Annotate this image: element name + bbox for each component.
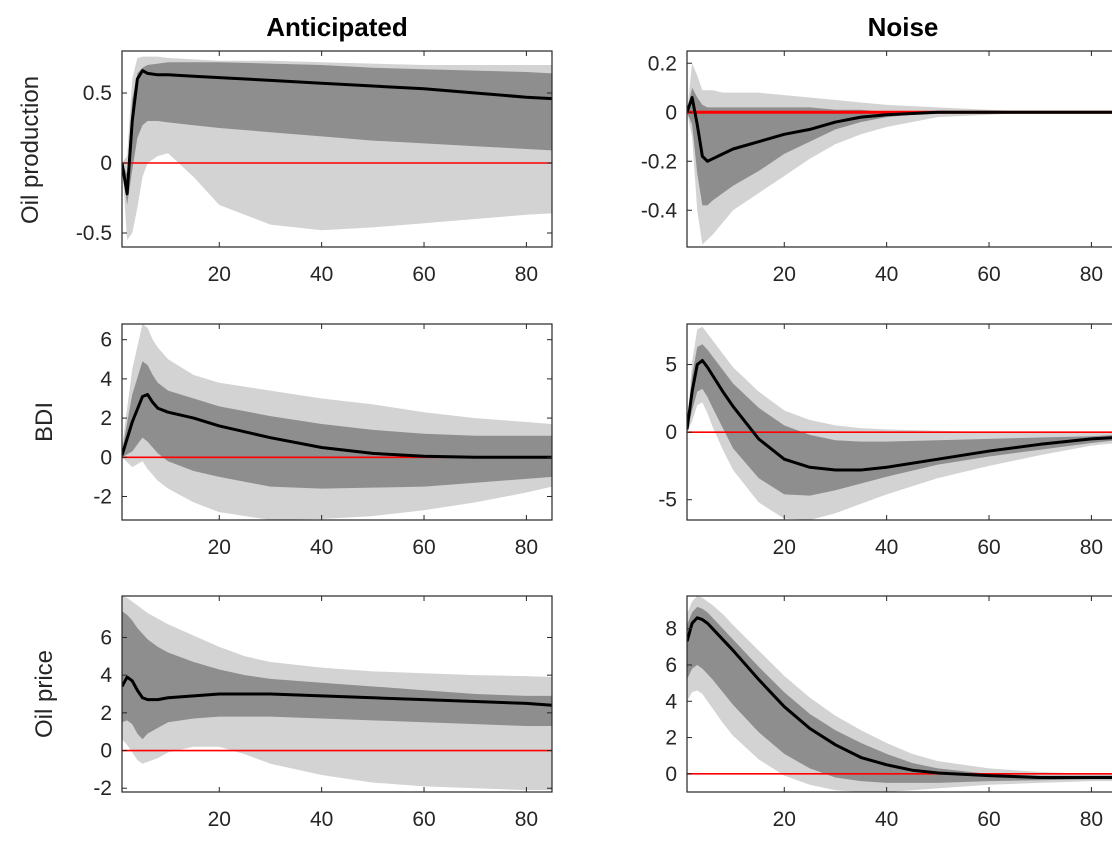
- plot-area-noise-oil-production: [687, 63, 1112, 245]
- ytick-label-noise-oil-price-3: 6: [665, 654, 677, 677]
- ytick-label-noise-oil-production-3: 0.2: [648, 52, 677, 75]
- ytick-label-anticipated-oil-production-0: -0.5: [76, 222, 112, 245]
- ylabel-bdi: BDI: [31, 402, 58, 442]
- band-68-noise-oil-production: [687, 87, 1112, 206]
- ytick-label-noise-bdi-1: 0: [665, 421, 677, 444]
- ytick-label-noise-oil-price-4: 8: [665, 618, 677, 641]
- ytick-label-noise-oil-price-1: 2: [665, 727, 677, 750]
- band-68-noise-bdi: [687, 344, 1112, 496]
- column-title-anticipated: Anticipated: [266, 12, 408, 42]
- ytick-label-anticipated-bdi-1: 0: [100, 446, 112, 469]
- plot-area-noise-bdi: [687, 326, 1112, 520]
- xtick-label-anticipated-oil-price-60: 60: [412, 808, 435, 831]
- ylabel-oil-price: Oil price: [31, 650, 58, 738]
- median-line-noise-bdi: [687, 359, 1112, 472]
- xtick-label-anticipated-oil-price-40: 40: [310, 808, 333, 831]
- axes-frame-anticipated-oil-price: [121, 595, 553, 793]
- xtick-label-anticipated-oil-price-20: 20: [208, 808, 231, 831]
- xtick-label-noise-oil-price-20: 20: [773, 808, 796, 831]
- median-line-anticipated-bdi: [122, 393, 552, 459]
- axes-frame-noise-oil-price: [686, 595, 1112, 793]
- xtick-label-noise-oil-price-80: 80: [1080, 808, 1103, 831]
- xtick-label-noise-oil-production-20: 20: [773, 263, 796, 286]
- xtick-label-anticipated-oil-price-80: 80: [515, 808, 538, 831]
- ytick-label-noise-oil-production-1: -0.2: [641, 150, 677, 173]
- xtick-label-noise-oil-production-80: 80: [1080, 263, 1103, 286]
- xtick-label-noise-bdi-40: 40: [875, 536, 898, 559]
- plot-area-anticipated-oil-price: [122, 596, 552, 791]
- ytick-label-anticipated-bdi-4: 6: [100, 329, 112, 352]
- band-68-noise-oil-price: [687, 606, 1112, 783]
- ytick-label-noise-oil-price-0: 0: [665, 763, 677, 786]
- ytick-label-noise-oil-price-2: 4: [665, 690, 677, 713]
- median-line-anticipated-oil-price: [122, 675, 552, 707]
- panel-anticipated-oil-price: Oil price 20 40 60 80 -2 0 2 4 6: [31, 595, 553, 831]
- band-68-anticipated-oil-production: [122, 62, 552, 206]
- ytick-label-anticipated-oil-price-4: 6: [100, 626, 112, 649]
- panel-noise-bdi: 20 40 60 80 -5 0 5: [658, 323, 1112, 559]
- plot-area-anticipated-oil-production: [122, 56, 552, 240]
- ytick-label-anticipated-oil-production-1: 0: [100, 152, 112, 175]
- xtick-label-noise-oil-production-60: 60: [977, 263, 1000, 286]
- band-68-anticipated-oil-price: [122, 611, 552, 740]
- panel-noise-oil-production: 20 40 60 80 -0.4 -0.2 0 0.2: [641, 50, 1112, 286]
- ytick-label-anticipated-oil-production-2: 0.5: [83, 82, 112, 105]
- ytick-label-anticipated-oil-price-2: 2: [100, 702, 112, 725]
- xtick-label-anticipated-bdi-60: 60: [412, 536, 435, 559]
- ytick-label-anticipated-oil-price-1: 0: [100, 740, 112, 763]
- plot-area-noise-oil-price: [687, 596, 1112, 792]
- xtick-label-anticipated-bdi-40: 40: [310, 536, 333, 559]
- xtick-label-noise-bdi-80: 80: [1080, 536, 1103, 559]
- xtick-label-noise-oil-price-60: 60: [977, 808, 1000, 831]
- ytick-label-noise-bdi-2: 5: [665, 354, 677, 377]
- xtick-label-anticipated-bdi-20: 20: [208, 536, 231, 559]
- xtick-label-noise-oil-production-40: 40: [875, 263, 898, 286]
- axes-frame-anticipated-bdi: [121, 323, 553, 521]
- xtick-label-anticipated-oil-production-80: 80: [515, 263, 538, 286]
- xtick-label-anticipated-oil-production-20: 20: [208, 263, 231, 286]
- ytick-label-anticipated-bdi-3: 4: [100, 368, 112, 391]
- xtick-label-anticipated-oil-production-40: 40: [310, 263, 333, 286]
- median-line-anticipated-oil-production: [122, 69, 552, 196]
- ylabel-oil-production: Oil production: [17, 76, 44, 224]
- xtick-label-noise-oil-price-40: 40: [875, 808, 898, 831]
- ytick-label-anticipated-oil-price-0: -2: [93, 777, 112, 800]
- ytick-label-anticipated-bdi-2: 2: [100, 407, 112, 430]
- axes-frame-noise-oil-production: [686, 50, 1112, 248]
- axes-frame-anticipated-oil-production: [121, 50, 553, 248]
- ytick-label-noise-bdi-0: -5: [658, 489, 677, 512]
- xtick-label-noise-bdi-60: 60: [977, 536, 1000, 559]
- ytick-label-anticipated-bdi-0: -2: [93, 485, 112, 508]
- xtick-label-anticipated-bdi-80: 80: [515, 536, 538, 559]
- xtick-label-noise-bdi-20: 20: [773, 536, 796, 559]
- panel-anticipated-bdi: BDI 20 40 60 80 -2 0 2 4 6: [31, 323, 553, 559]
- xtick-label-anticipated-oil-production-60: 60: [412, 263, 435, 286]
- ytick-label-anticipated-oil-price-3: 4: [100, 664, 112, 687]
- panel-noise-oil-price: 20 40 60 80 0 2 4 6 8: [665, 595, 1112, 831]
- median-line-noise-oil-production: [687, 96, 1112, 163]
- panel-anticipated-oil-production: Oil production 20 40 60 80 -0.5 0 0.5: [17, 50, 553, 286]
- plot-area-anticipated-bdi: [122, 324, 552, 520]
- ytick-label-noise-oil-production-0: -0.4: [641, 199, 678, 222]
- column-title-noise: Noise: [868, 12, 939, 42]
- median-line-noise-oil-price: [687, 616, 1112, 779]
- ytick-label-noise-oil-production-2: 0: [665, 101, 677, 124]
- axes-frame-noise-bdi: [686, 323, 1112, 521]
